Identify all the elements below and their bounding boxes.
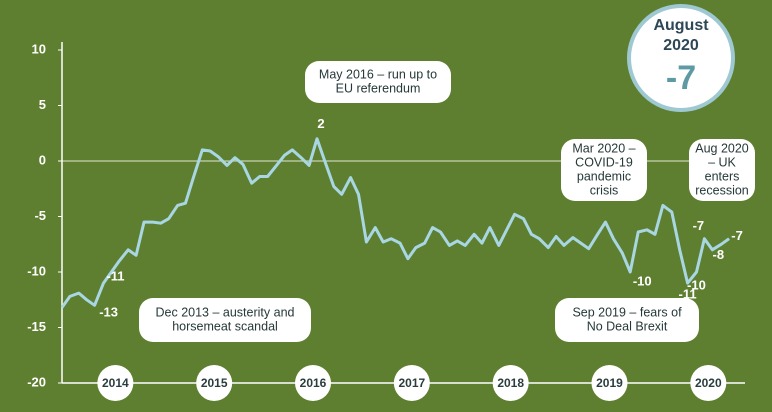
callout-text: May 2016 – run up to <box>319 67 437 81</box>
callout-text: crisis <box>590 183 618 197</box>
callout-text: EU referendum <box>336 81 421 95</box>
data-label: -8 <box>712 247 724 262</box>
y-tick-label: 10 <box>32 41 46 56</box>
data-label: -11 <box>679 287 697 302</box>
x-tick-label: 2016 <box>300 376 327 390</box>
x-tick-bubble <box>97 365 134 401</box>
callout-text: Mar 2020 – <box>572 141 635 155</box>
y-tick-label: -20 <box>27 374 46 389</box>
x-tick-label: 2014 <box>102 376 129 390</box>
x-tick-label: 2017 <box>398 376 425 390</box>
x-tick-bubble <box>591 365 628 401</box>
callout-box <box>561 139 647 201</box>
callout-text: enters <box>705 169 740 183</box>
x-tick-label: 2019 <box>596 376 623 390</box>
data-label: -11 <box>106 269 124 284</box>
x-tick-bubble <box>393 365 430 401</box>
callout-text: Aug 2020 <box>695 141 749 155</box>
y-tick-label: 5 <box>39 97 46 112</box>
x-tick-bubble <box>295 365 332 401</box>
badge <box>627 4 735 112</box>
callout-text: recession <box>695 183 749 197</box>
callout-text: No Deal Brexit <box>587 319 668 333</box>
y-tick-label: -5 <box>34 208 46 223</box>
callout-text: Sep 2019 – fears of <box>572 305 682 319</box>
y-tick-label: 0 <box>39 152 46 167</box>
data-label: -7 <box>693 218 705 233</box>
data-label: -10 <box>633 273 652 288</box>
badge-text: August <box>653 17 709 34</box>
x-tick-label: 2018 <box>497 376 524 390</box>
y-tick-label: -15 <box>27 319 46 334</box>
callout-text: COVID-19 <box>575 155 633 169</box>
callout-box <box>555 298 699 342</box>
callout-text: pandemic <box>577 169 631 183</box>
callout-text: Dec 2013 – austerity and <box>156 305 295 319</box>
y-tick-label: -10 <box>27 263 46 278</box>
badge-value: -7 <box>666 59 696 97</box>
callout-text: – UK <box>708 155 736 169</box>
data-label: -13 <box>99 305 118 320</box>
x-tick-bubble <box>196 365 233 401</box>
callout-box <box>139 298 311 342</box>
x-tick-label: 2015 <box>201 376 228 390</box>
x-tick-label: 2020 <box>695 376 722 390</box>
x-tick-bubble <box>492 365 529 401</box>
data-label: -10 <box>687 277 706 292</box>
callout-text: horsemeat scandal <box>172 319 278 333</box>
callout-box <box>305 61 451 103</box>
badge-text: 2020 <box>663 37 699 54</box>
callout-box <box>689 139 755 201</box>
data-line <box>60 137 730 309</box>
data-label: -7 <box>731 228 743 243</box>
data-label: 2 <box>317 116 324 131</box>
x-tick-bubble <box>690 365 727 401</box>
